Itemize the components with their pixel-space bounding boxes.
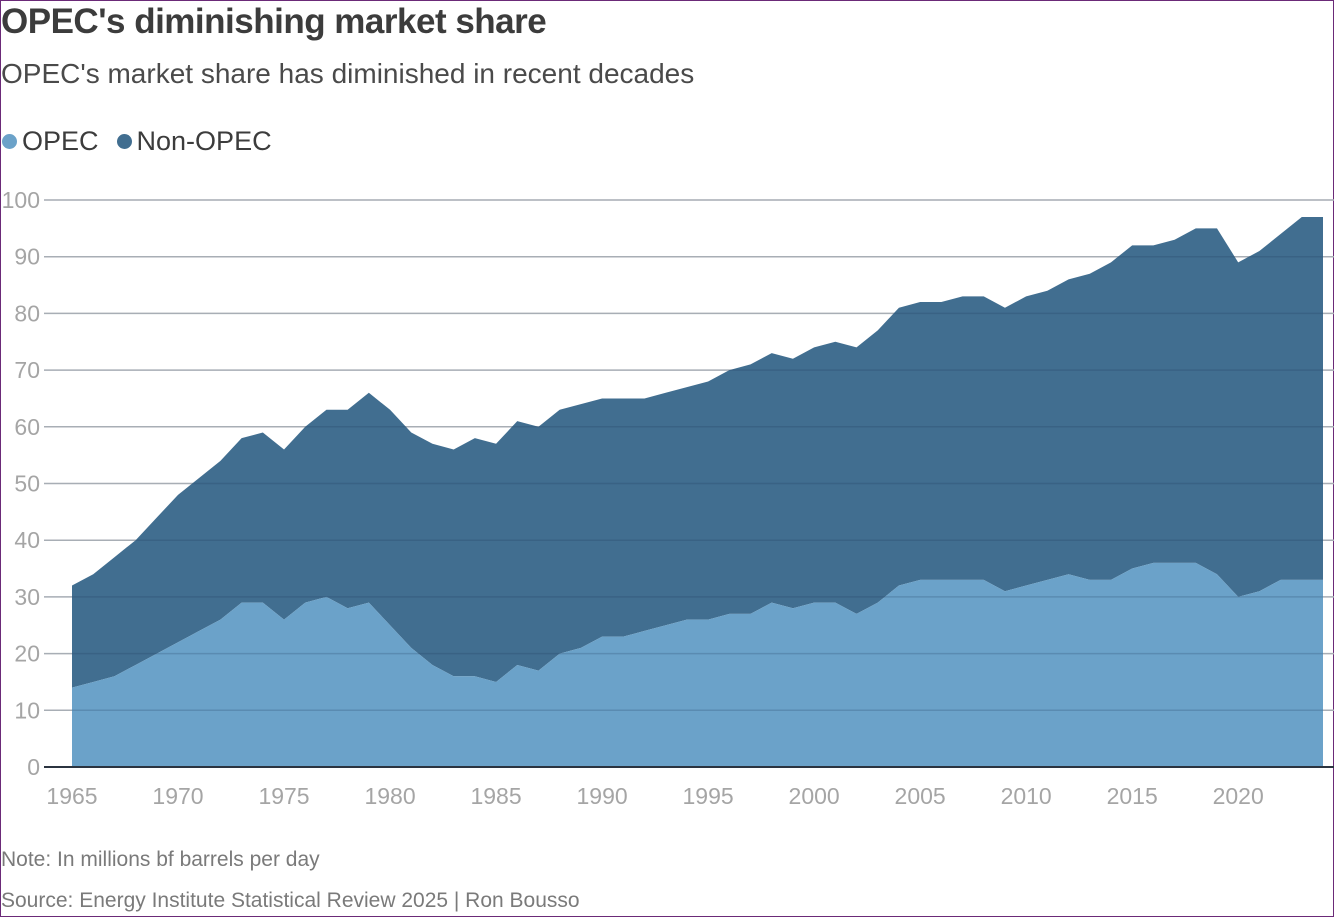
y-tick-label: 20 <box>14 641 40 667</box>
x-tick-label: 1970 <box>152 783 203 809</box>
y-tick-label: 70 <box>14 357 40 383</box>
chart-title: OPEC's diminishing market share <box>1 2 547 41</box>
y-tick-label: 80 <box>14 300 40 326</box>
y-tick-label: 50 <box>14 471 40 497</box>
legend-dot-icon <box>116 134 132 149</box>
source-credit: Source: Energy Institute Statistical Rev… <box>1 889 580 912</box>
legend-dot-icon <box>2 134 17 149</box>
gridlines-overlay <box>44 199 1334 712</box>
x-tick-label: 1995 <box>683 783 734 809</box>
y-tick-label: 100 <box>2 187 40 213</box>
x-tick-label: 1965 <box>46 783 97 809</box>
x-tick-label: 2020 <box>1213 783 1264 809</box>
stacked-area-chart: 0 10 20 30 40 50 60 70 80 90 100 1965 1970 1975 1980 19… <box>2 187 1334 809</box>
y-tick-label: 90 <box>14 244 40 270</box>
chart-subtitle: OPEC's market share has diminished in re… <box>1 58 695 89</box>
footnote: Note: In millions bf barrels per day <box>1 848 320 871</box>
x-tick-label: 2010 <box>1001 783 1052 809</box>
area-non-opec <box>72 217 1323 688</box>
x-tick-label: 2005 <box>895 783 946 809</box>
y-tick-label: 40 <box>14 527 40 553</box>
x-tick-label: 2015 <box>1107 783 1158 809</box>
y-tick-label: 10 <box>14 697 40 723</box>
legend-item-opec: OPEC <box>2 126 99 157</box>
area-opec <box>72 562 1323 767</box>
x-tick-label: 1975 <box>258 783 309 809</box>
legend-label: OPEC <box>22 126 99 156</box>
legend: OPEC Non-OPEC <box>2 126 290 157</box>
y-tick-label: 60 <box>14 414 40 440</box>
legend-label: Non-OPEC <box>136 126 272 156</box>
axes: 0 10 20 30 40 50 60 70 80 90 100 1965 1970 1975 1980 19… <box>2 187 1334 809</box>
x-tick-label: 1990 <box>576 783 627 809</box>
legend-item-non-opec: Non-OPEC <box>116 126 272 157</box>
areas <box>72 217 1323 767</box>
x-tick-label: 1980 <box>364 783 415 809</box>
x-tick-label: 2000 <box>789 783 840 809</box>
y-tick-label: 0 <box>27 754 40 780</box>
x-tick-label: 1985 <box>470 783 521 809</box>
y-tick-label: 30 <box>14 584 40 610</box>
